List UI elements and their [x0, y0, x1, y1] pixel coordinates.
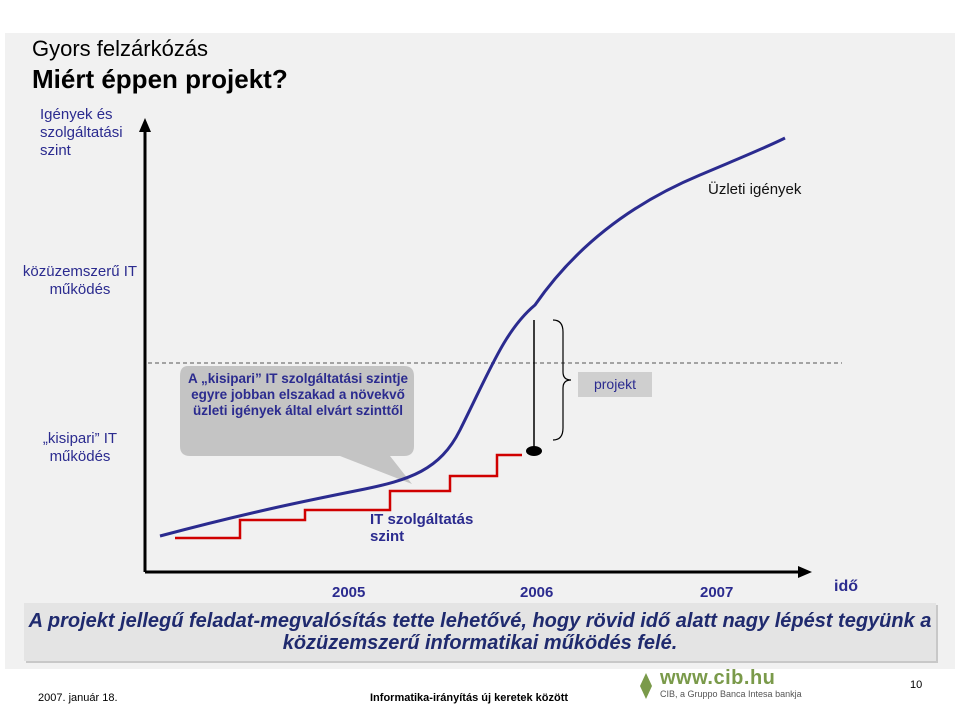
slide-title-line1: Gyors felzárkózás: [32, 36, 209, 61]
projekt-label: projekt: [578, 372, 652, 397]
it-service-step-line: [175, 453, 522, 540]
logo-subtitle: CIB, a Gruppo Banca Intesa bankja: [660, 689, 802, 699]
footer-date: 2007. január 18.: [38, 692, 118, 704]
level-label-kozuzemszeru: közüzemszerű IT működés: [22, 263, 138, 298]
logo-url: www.cib.hu: [660, 667, 776, 689]
y-axis-label: Igények és szolgáltatási szint: [40, 106, 123, 159]
cib-logo-mark: [640, 673, 652, 699]
slide-background: [5, 33, 955, 669]
speech-bubble: [180, 366, 414, 484]
curve-label: Üzleti igények: [708, 181, 802, 198]
year-label-2007: 2007: [700, 584, 734, 601]
y-axis-arrow: [139, 118, 151, 132]
page-number: 10: [910, 679, 923, 691]
level-label-kisipari: „kisipari” IT működés: [42, 430, 118, 465]
conclusion-text: A projekt jellegű feladat-megvalósítás t…: [28, 610, 932, 654]
conclusion-banner: A projekt jellegű feladat-megvalósítás t…: [24, 603, 936, 661]
slide-title-line2: Miért éppen projekt?: [32, 64, 288, 94]
footer-title: Informatika-irányítás új keretek között: [370, 692, 569, 704]
speech-bubble-text: A „kisipari” IT szolgáltatási szintje eg…: [187, 371, 409, 418]
year-label-2006: 2006: [520, 584, 554, 601]
projekt-brace: [552, 319, 572, 441]
year-label-2005: 2005: [332, 584, 366, 601]
business-demand-curve: [159, 136, 786, 538]
projekt-jump-dot: [526, 446, 542, 456]
x-axis-label: idő: [834, 578, 858, 595]
x-axis-arrow: [798, 566, 812, 578]
it-service-label: IT szolgáltatás szint: [370, 511, 474, 545]
